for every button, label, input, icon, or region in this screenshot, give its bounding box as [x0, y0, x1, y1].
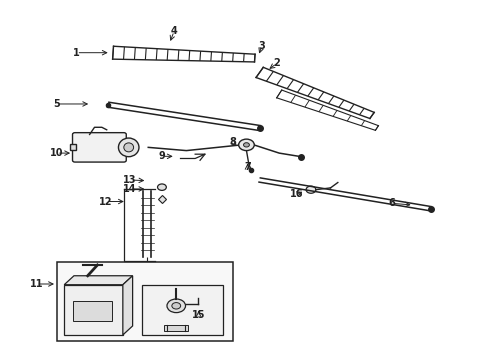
Text: 9: 9: [159, 151, 165, 161]
Circle shape: [244, 143, 249, 147]
Text: 8: 8: [229, 138, 236, 147]
Circle shape: [158, 184, 166, 190]
Bar: [143, 285, 223, 335]
Bar: [164, 325, 189, 331]
Ellipse shape: [172, 302, 181, 309]
Bar: [73, 301, 112, 320]
Text: 11: 11: [29, 279, 43, 289]
FancyBboxPatch shape: [73, 133, 126, 162]
Polygon shape: [64, 276, 133, 285]
Circle shape: [239, 139, 254, 150]
Text: 4: 4: [171, 26, 177, 36]
Text: 10: 10: [50, 148, 64, 158]
Ellipse shape: [167, 299, 186, 312]
Text: 16: 16: [290, 189, 303, 199]
Polygon shape: [123, 276, 133, 335]
Text: 7: 7: [244, 162, 251, 172]
Text: 14: 14: [123, 184, 137, 194]
Bar: [57, 262, 233, 341]
Bar: [64, 285, 123, 335]
Ellipse shape: [124, 143, 134, 152]
Text: 13: 13: [123, 175, 137, 185]
Text: 2: 2: [273, 58, 280, 68]
Text: 3: 3: [259, 41, 266, 50]
Text: 12: 12: [99, 197, 113, 207]
Ellipse shape: [119, 138, 139, 157]
Text: 15: 15: [192, 310, 205, 320]
Text: 5: 5: [53, 99, 60, 109]
Text: 1: 1: [73, 48, 80, 58]
Circle shape: [306, 186, 316, 193]
Text: 6: 6: [388, 198, 395, 208]
